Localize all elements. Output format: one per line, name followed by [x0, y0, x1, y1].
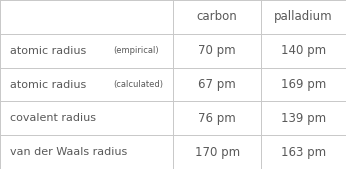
Text: van der Waals radius: van der Waals radius — [10, 147, 128, 157]
Text: covalent radius: covalent radius — [10, 113, 97, 123]
Text: 139 pm: 139 pm — [281, 112, 326, 125]
Text: (empirical): (empirical) — [113, 46, 159, 55]
Text: (calculated): (calculated) — [113, 80, 163, 89]
Text: 76 pm: 76 pm — [198, 112, 236, 125]
Text: 67 pm: 67 pm — [198, 78, 236, 91]
Text: carbon: carbon — [197, 10, 237, 23]
Text: 140 pm: 140 pm — [281, 44, 326, 57]
Text: atomic radius: atomic radius — [10, 79, 90, 90]
Text: 70 pm: 70 pm — [198, 44, 236, 57]
Text: atomic radius: atomic radius — [10, 46, 90, 56]
Text: 163 pm: 163 pm — [281, 146, 326, 159]
Text: 169 pm: 169 pm — [281, 78, 326, 91]
Text: 170 pm: 170 pm — [194, 146, 240, 159]
Text: palladium: palladium — [274, 10, 333, 23]
